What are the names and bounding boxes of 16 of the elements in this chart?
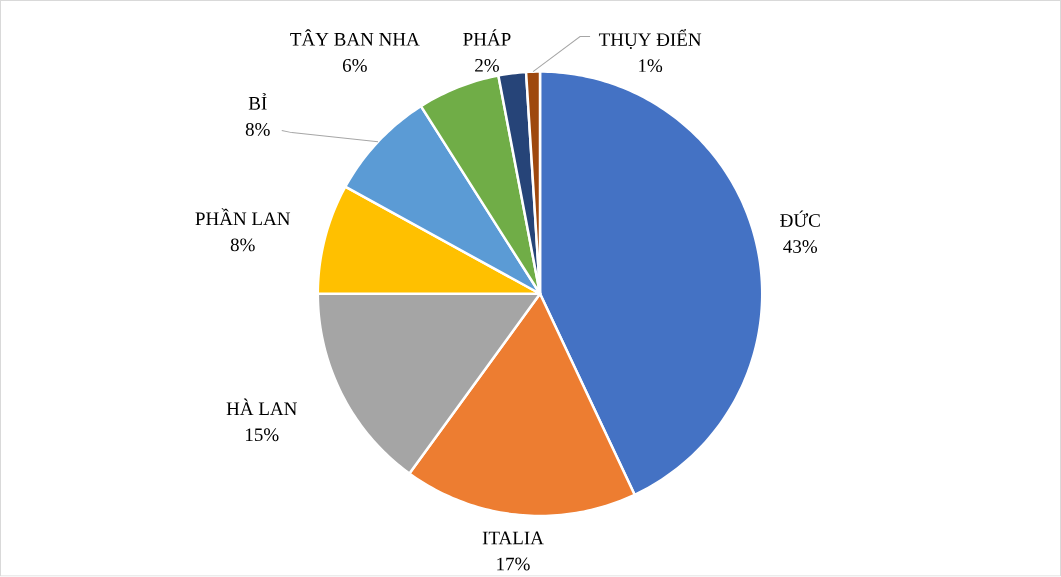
data-label: 1% xyxy=(639,59,663,73)
data-label: 6% xyxy=(342,59,367,73)
data-label: 8% xyxy=(230,238,255,252)
slice-label: THỤY ĐIỂN xyxy=(598,29,702,50)
slice-label: ĐỨC xyxy=(780,210,820,228)
slice-label: ITALIA xyxy=(482,531,544,545)
slice-label: BỈ xyxy=(248,93,267,110)
data-label: 2% xyxy=(475,59,499,73)
slice-label: PHẦN LAN xyxy=(195,208,291,226)
data-label: 8% xyxy=(245,123,270,137)
slice-label: HÀ LAN xyxy=(226,398,297,416)
slice-label: PHÁP xyxy=(463,29,511,46)
data-label: 17% xyxy=(497,557,530,571)
data-label: 43% xyxy=(783,240,818,254)
slice-label: TÂY BAN NHA xyxy=(290,29,420,46)
data-label: 15% xyxy=(245,428,279,442)
